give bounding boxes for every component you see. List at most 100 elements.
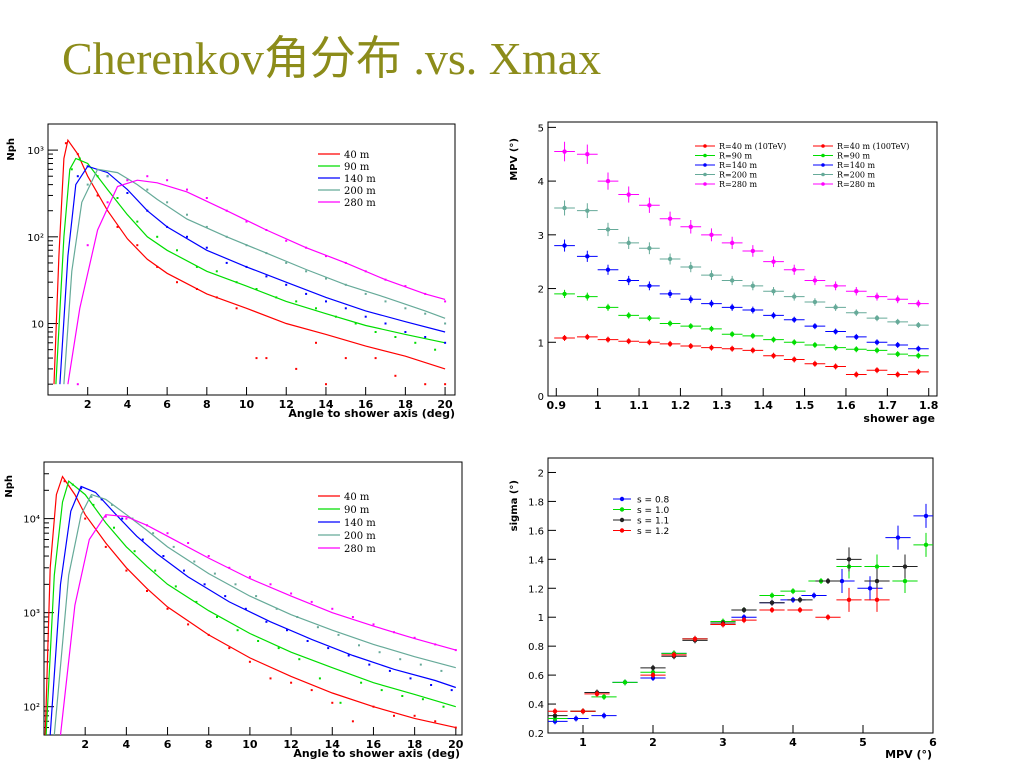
data-point — [269, 583, 272, 586]
data-point — [146, 209, 149, 212]
x-tick-label: 1.7 — [878, 399, 898, 412]
data-point — [801, 592, 827, 599]
data-point — [205, 197, 208, 199]
data-point — [195, 288, 198, 290]
data-point — [825, 344, 846, 351]
data-point — [265, 357, 268, 360]
x-tick-label: 18 — [407, 738, 422, 751]
data-point — [759, 599, 785, 606]
data-point — [125, 569, 128, 572]
data-point — [394, 374, 397, 377]
data-point — [639, 314, 660, 322]
fit-curve — [44, 475, 456, 735]
data-point — [845, 287, 867, 296]
data-point — [152, 532, 155, 535]
data-point — [325, 300, 327, 303]
data-point — [255, 288, 258, 290]
plot-frame — [43, 461, 463, 736]
data-point — [156, 235, 159, 238]
data-point — [780, 588, 806, 595]
x-tick-label: 1.1 — [629, 399, 649, 412]
data-point — [285, 261, 288, 264]
data-point — [584, 690, 610, 697]
y-tick-label: 0.2 — [528, 729, 544, 740]
data-point — [618, 186, 640, 203]
data-point — [721, 331, 743, 338]
data-point — [825, 328, 846, 335]
data-point — [554, 141, 575, 162]
data-point — [444, 341, 447, 344]
data-point — [96, 175, 99, 178]
data-point — [86, 244, 89, 247]
data-point — [825, 303, 846, 311]
data-point — [121, 517, 124, 520]
data-point — [554, 239, 575, 252]
data-point — [225, 261, 228, 264]
data-point — [576, 292, 598, 301]
data-point — [298, 658, 301, 661]
data-point — [360, 681, 363, 684]
legend-label: s = 0.8 — [637, 496, 670, 506]
data-point — [225, 235, 228, 238]
data-point — [591, 712, 617, 719]
data-point — [186, 213, 188, 216]
data-point — [245, 265, 248, 268]
data-point — [887, 351, 909, 358]
data-point — [364, 270, 367, 273]
x-tick-label: 8 — [203, 398, 211, 411]
data-point — [866, 314, 888, 322]
data-point — [721, 275, 743, 286]
y-tick-label: 5 — [538, 123, 544, 134]
data-point — [86, 165, 89, 168]
data-point — [193, 560, 196, 563]
data-point — [378, 651, 381, 654]
data-point — [364, 315, 367, 318]
data-point — [413, 636, 416, 639]
data-point — [186, 188, 188, 191]
x-tick-label: 10 — [242, 738, 258, 751]
data-point — [325, 383, 327, 386]
x-tick-label: 6 — [163, 398, 171, 411]
data-point — [104, 545, 107, 548]
data-point — [125, 517, 128, 520]
y-tick-label: 10² — [27, 233, 44, 244]
legend-marker — [821, 144, 825, 148]
data-point — [639, 242, 660, 255]
data-point — [285, 283, 288, 286]
y-tick-label: 10³ — [27, 146, 44, 157]
data-point — [325, 277, 327, 280]
legend-label: 280 m — [344, 198, 376, 209]
data-point — [310, 689, 313, 692]
data-point — [885, 525, 911, 550]
data-point — [597, 303, 619, 311]
y-tick-label: 0 — [538, 392, 544, 403]
data-point — [315, 307, 317, 310]
y-tick-label: 1.2 — [528, 584, 544, 595]
data-point — [372, 623, 375, 626]
plot-area — [554, 141, 929, 378]
legend-label: 200 m — [344, 186, 376, 197]
data-point — [680, 343, 702, 350]
legend-label: R=40 m (10TeV) — [719, 142, 786, 151]
data-point — [908, 345, 929, 352]
data-point — [661, 651, 687, 658]
data-point — [866, 347, 888, 354]
data-point — [235, 307, 238, 310]
data-point — [384, 300, 387, 303]
data-point — [205, 225, 208, 228]
data-point — [305, 270, 308, 273]
y-tick-label: 10 — [31, 320, 44, 331]
data-point — [78, 157, 81, 160]
data-point — [305, 292, 308, 295]
data-point — [216, 616, 218, 618]
data-point — [100, 498, 103, 501]
data-point — [399, 658, 402, 661]
data-point — [887, 295, 909, 304]
data-point — [347, 654, 350, 657]
legend-marker — [703, 182, 707, 186]
data-point — [195, 600, 198, 603]
legend-label: R=280 m — [837, 180, 876, 189]
x-tick-label: 1 — [579, 736, 587, 749]
data-point — [64, 142, 67, 145]
data-point — [368, 663, 371, 666]
